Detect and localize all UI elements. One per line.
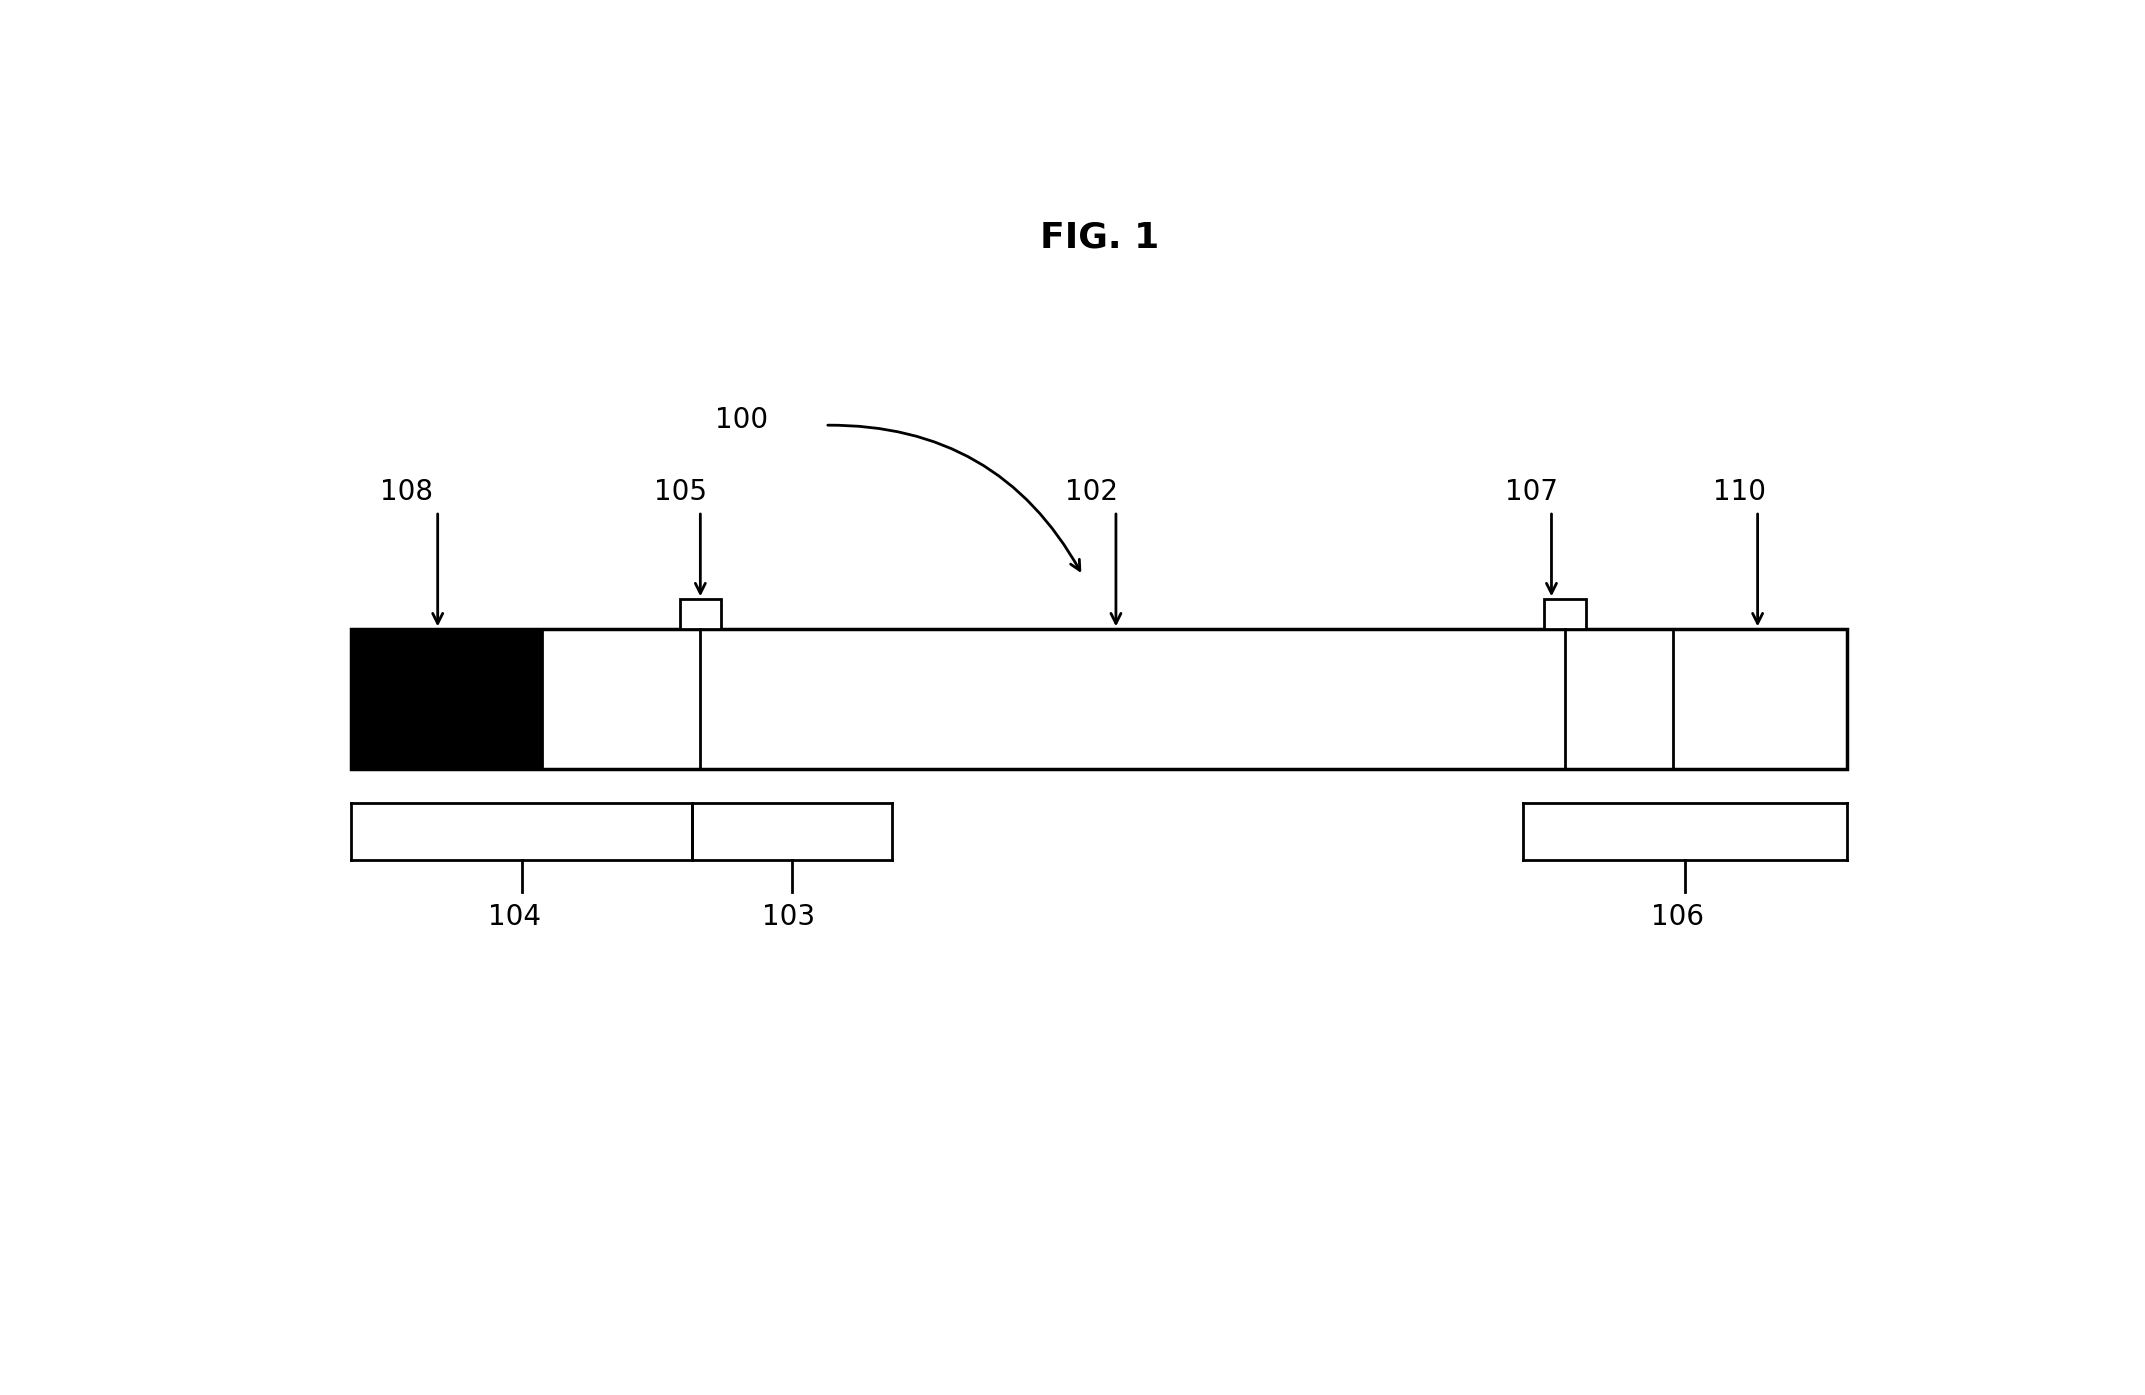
Text: 110: 110 [1714,477,1765,506]
Text: 103: 103 [761,903,815,932]
Text: 106: 106 [1652,903,1705,932]
Bar [352,629,1847,769]
Text: 107: 107 [1506,477,1557,506]
Bar [680,600,721,629]
Text: 102: 102 [1064,477,1118,506]
Text: 100: 100 [714,406,768,434]
Bar [699,629,1566,769]
Text: 104: 104 [487,903,541,932]
Text: 108: 108 [380,477,433,506]
Bar [1566,629,1673,769]
Text: 105: 105 [654,477,708,506]
Bar [1673,629,1847,769]
Bar [543,629,699,769]
Bar [1544,600,1585,629]
Text: FIG. 1: FIG. 1 [1040,220,1158,254]
Bar [352,629,543,769]
